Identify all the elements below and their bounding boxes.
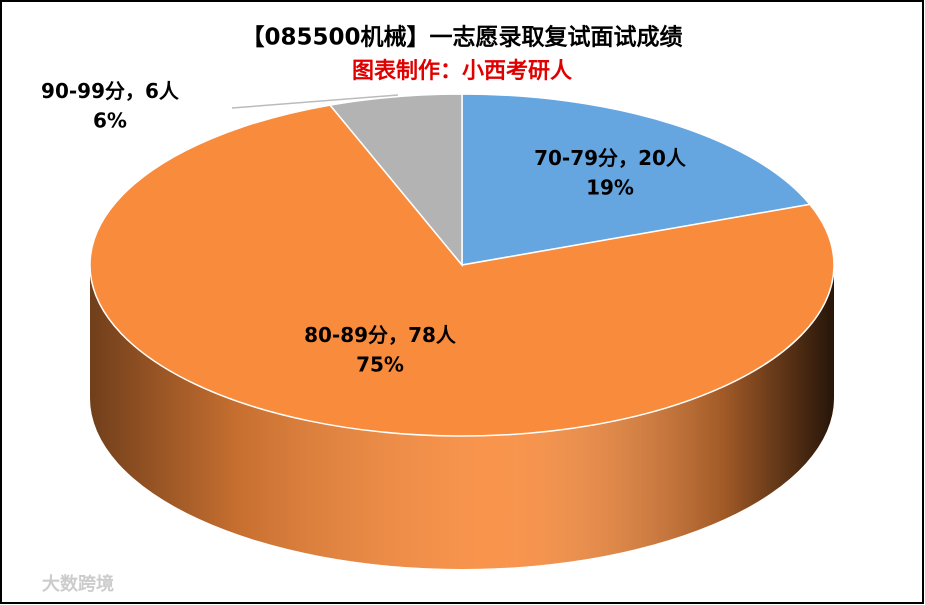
percent-label: 75% — [356, 353, 404, 377]
pie-slice — [461, 93, 812, 266]
chart-title: 【085500机械】一志愿录取复试面试成绩 — [241, 24, 682, 51]
category-label: 90-99分 — [41, 79, 125, 103]
watermark: 大数跨境 — [42, 573, 114, 595]
value-label: 6人 — [145, 79, 180, 103]
value-label: 78人 — [408, 323, 457, 347]
leader-line — [231, 94, 399, 109]
data-label: 80-89分，78人 — [304, 323, 457, 347]
chart-subtitle: 图表制作：小西考研人 — [352, 59, 572, 84]
category-label: 70-79分 — [534, 146, 618, 170]
data-label: 90-99分，6人 — [41, 79, 180, 103]
percent-label: 19% — [586, 176, 634, 200]
pie-slice — [89, 104, 835, 437]
category-label: 80-89分 — [304, 323, 388, 347]
value-label: 20人 — [638, 146, 687, 170]
pie-side-shade — [90, 265, 834, 569]
separator: ， — [618, 146, 638, 170]
percent-label: 6% — [93, 109, 127, 133]
separator: ， — [388, 323, 408, 347]
separator: ， — [125, 79, 145, 103]
data-label: 70-79分，20人 — [534, 146, 687, 170]
pie-slice — [328, 93, 463, 268]
